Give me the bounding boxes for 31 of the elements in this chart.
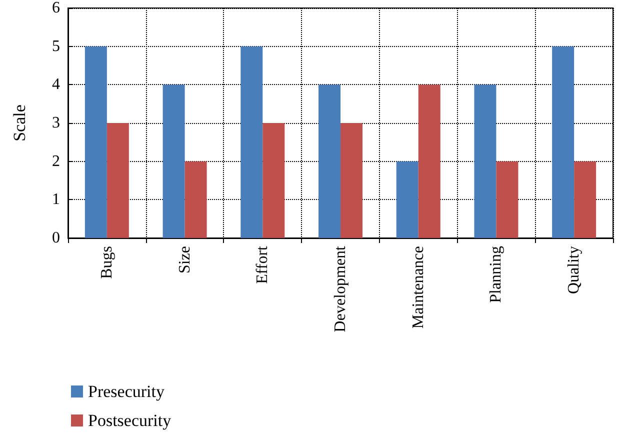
legend-label: Postsecurity <box>88 411 172 430</box>
legend-label: Presecurity <box>88 382 165 401</box>
bar <box>574 161 596 238</box>
bar <box>418 84 440 238</box>
bar <box>106 123 129 238</box>
y-axis-title: Scale <box>10 104 29 142</box>
y-tick-label: 3 <box>52 114 60 132</box>
bar <box>340 123 362 238</box>
y-tick-label: 5 <box>52 38 60 55</box>
bar <box>262 123 285 238</box>
bar <box>396 161 418 238</box>
bar <box>184 161 207 238</box>
x-tick-label: Bugs <box>98 246 116 279</box>
x-tick-label: Size <box>176 246 194 274</box>
x-tick-label: Planning <box>488 246 505 303</box>
y-tick-label: 0 <box>52 230 60 246</box>
bar <box>552 46 574 238</box>
bar <box>84 46 107 238</box>
x-tick-label: Quality <box>566 246 583 294</box>
y-tick-label: 6 <box>52 0 60 16</box>
y-tick-label: 2 <box>52 152 60 170</box>
x-tick-label: Maintenance <box>410 246 427 329</box>
bar <box>318 84 340 238</box>
x-tick-label: Development <box>332 245 349 332</box>
bar <box>496 161 518 238</box>
bar <box>240 46 263 238</box>
bar <box>474 84 496 238</box>
bar <box>162 84 185 238</box>
x-tick-label: Effort <box>254 245 272 284</box>
y-tick-label: 1 <box>52 191 60 208</box>
y-tick-label: 4 <box>52 76 60 94</box>
